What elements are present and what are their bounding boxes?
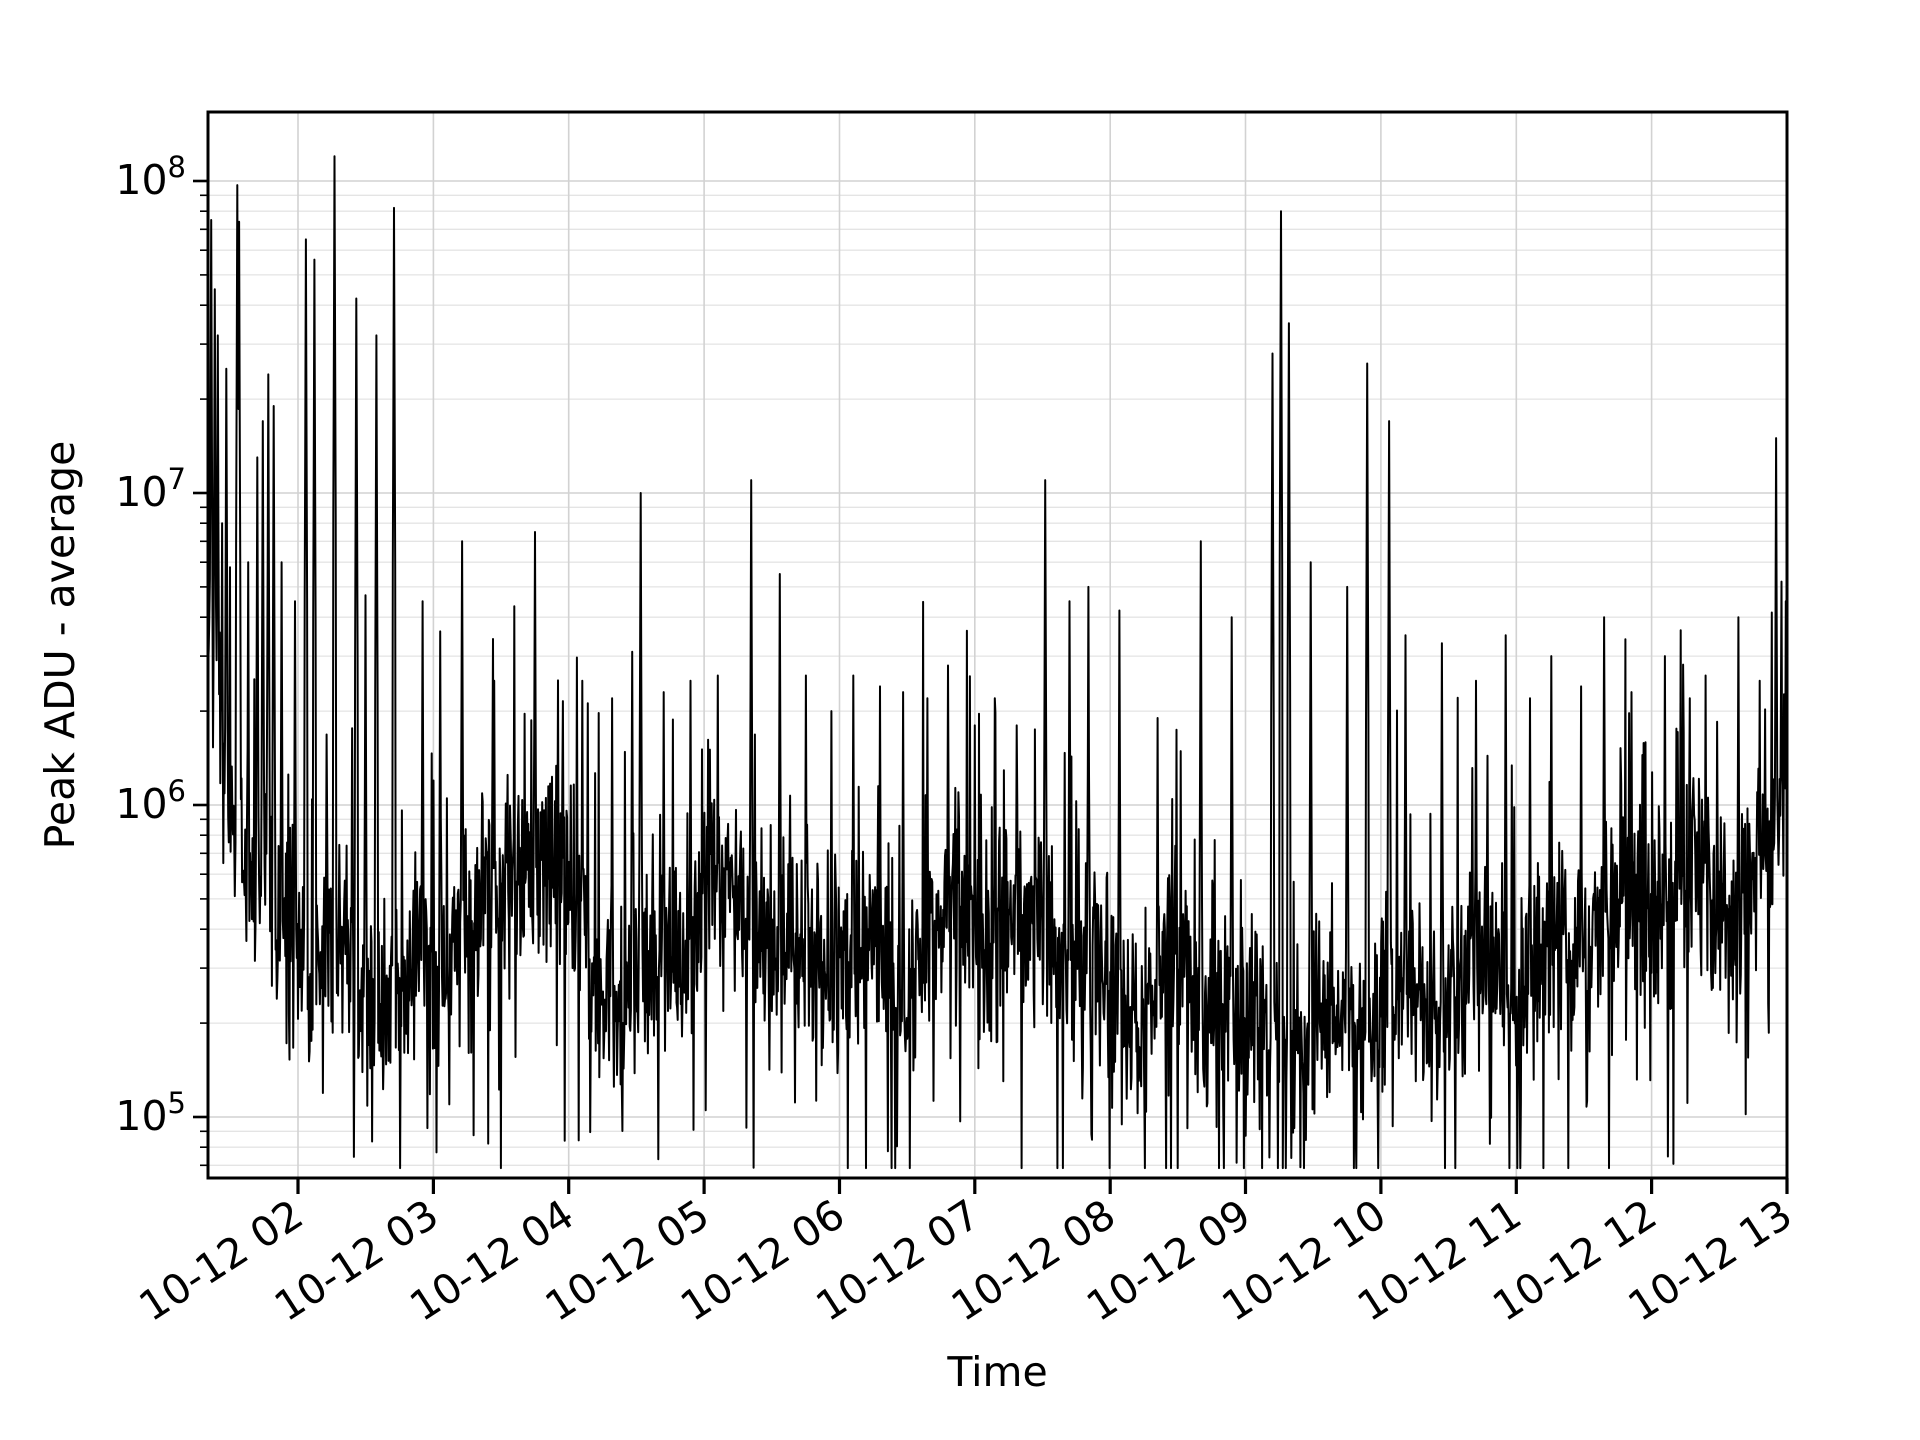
x-tick-marks — [296, 1178, 1789, 1194]
x-axis-label: Time — [947, 1348, 1048, 1396]
y-tick-label: 108 — [115, 150, 186, 204]
y-tick-marks — [193, 179, 208, 1167]
series-line — [208, 155, 1787, 1170]
major-gridlines-y — [208, 180, 1787, 1118]
y-axis-label: Peak ADU - average — [36, 440, 84, 850]
y-tick-label: 105 — [115, 1086, 186, 1140]
axes-spines — [206, 110, 1789, 1180]
y-tick-label: 106 — [115, 774, 186, 828]
